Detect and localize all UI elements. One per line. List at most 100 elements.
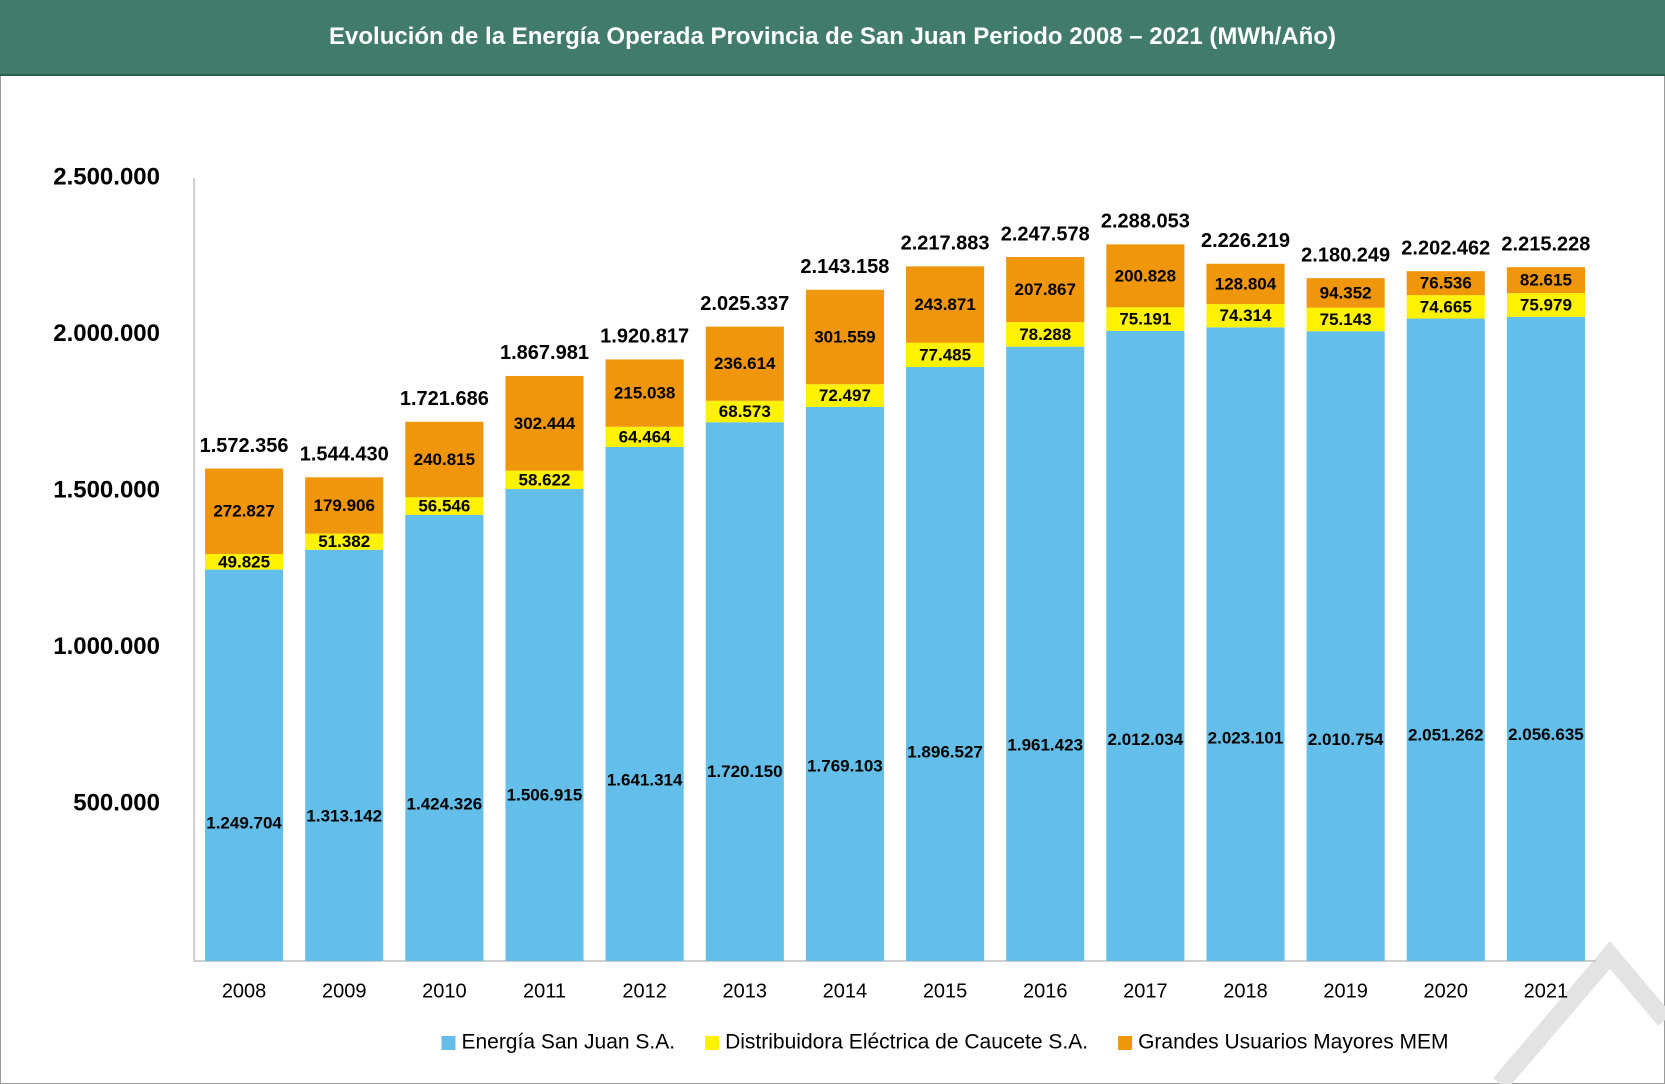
bar-segment xyxy=(1206,304,1285,328)
bar-segment xyxy=(1406,271,1485,296)
bar-segment xyxy=(1306,307,1385,332)
data-label: 76.536 xyxy=(1420,274,1472,293)
data-label: 58.622 xyxy=(519,470,571,489)
y-tick-label: 1.500.000 xyxy=(53,477,160,504)
legend-label: Energía San Juan S.A. xyxy=(461,1031,675,1054)
bar-segment xyxy=(405,421,484,498)
total-label: 1.544.430 xyxy=(300,444,389,466)
data-label: 1.313.142 xyxy=(306,807,382,826)
data-label: 272.827 xyxy=(213,502,274,521)
data-label: 240.815 xyxy=(414,450,475,469)
data-label: 128.804 xyxy=(1215,274,1277,293)
bar-segment xyxy=(1006,322,1085,347)
x-tick-label: 2015 xyxy=(923,980,968,1002)
x-tick-label: 2017 xyxy=(1123,980,1168,1002)
chart-title: Evolución de la Energía Operada Provinci… xyxy=(0,0,1665,76)
bar-segment xyxy=(405,497,484,515)
data-label: 207.867 xyxy=(1014,280,1075,299)
data-label: 51.382 xyxy=(318,532,370,551)
total-label: 2.288.053 xyxy=(1101,211,1190,233)
x-tick-label: 2012 xyxy=(622,980,667,1002)
x-tick-label: 2009 xyxy=(322,980,367,1002)
data-label: 2.056.635 xyxy=(1508,725,1584,744)
bar-segment xyxy=(705,400,784,423)
data-label: 2.010.754 xyxy=(1308,730,1384,749)
x-tick-label: 2014 xyxy=(823,980,868,1002)
data-label: 215.038 xyxy=(614,384,675,403)
data-label: 49.825 xyxy=(218,552,270,571)
data-label: 77.485 xyxy=(919,345,971,364)
data-label: 75.143 xyxy=(1320,310,1372,329)
bar-segment xyxy=(405,514,484,961)
data-label: 75.979 xyxy=(1520,295,1572,314)
data-label: 82.615 xyxy=(1520,271,1572,290)
bar-segment xyxy=(205,553,284,570)
bar-segment xyxy=(605,359,684,427)
bar-segment xyxy=(605,426,684,447)
data-label: 1.424.326 xyxy=(407,794,483,813)
x-tick-label: 2008 xyxy=(222,980,267,1002)
legend-swatch xyxy=(705,1036,720,1050)
data-label: 236.614 xyxy=(714,354,776,373)
total-label: 2.143.158 xyxy=(800,256,889,278)
bar-segment xyxy=(705,326,784,401)
y-tick-label: 2.000.000 xyxy=(53,320,160,347)
bar-segment xyxy=(1506,316,1585,961)
bar-segment xyxy=(1106,244,1185,308)
total-label: 2.025.337 xyxy=(700,293,789,315)
bar-segment xyxy=(1206,263,1285,305)
bar-segment xyxy=(505,375,584,471)
total-label: 2.215.228 xyxy=(1501,233,1590,255)
total-label: 2.217.883 xyxy=(901,233,990,255)
bar-segment xyxy=(1306,331,1385,962)
bar-segment xyxy=(205,569,284,961)
x-tick-label: 2010 xyxy=(422,980,467,1002)
data-label: 301.559 xyxy=(814,327,875,346)
y-tick-label: 500.000 xyxy=(73,790,160,817)
bar-segment xyxy=(305,549,384,961)
x-tick-label: 2020 xyxy=(1424,980,1469,1002)
total-label: 1.572.356 xyxy=(200,435,289,457)
bar-segment xyxy=(505,470,584,490)
bar-segment xyxy=(1306,278,1385,308)
x-tick-label: 2016 xyxy=(1023,980,1068,1002)
data-label: 94.352 xyxy=(1320,283,1372,302)
data-label: 64.464 xyxy=(619,427,672,446)
data-label: 1.720.150 xyxy=(707,762,783,781)
total-label: 1.920.817 xyxy=(600,326,689,348)
data-label: 75.191 xyxy=(1119,310,1171,329)
bar-segment xyxy=(906,266,985,343)
data-label: 1.961.423 xyxy=(1007,735,1083,754)
x-tick-label: 2018 xyxy=(1223,980,1268,1002)
data-label: 302.444 xyxy=(514,414,576,433)
data-label: 74.665 xyxy=(1420,297,1472,316)
bar-segment xyxy=(1406,318,1485,961)
legend-swatch xyxy=(441,1036,456,1050)
bar-segment xyxy=(805,406,884,961)
data-label: 1.769.103 xyxy=(807,757,883,776)
total-label: 1.721.686 xyxy=(400,388,489,410)
total-label: 2.202.462 xyxy=(1401,237,1490,259)
logo-decoration xyxy=(1493,941,1665,1084)
total-label: 2.247.578 xyxy=(1001,223,1090,245)
bar-segment xyxy=(605,446,684,962)
x-tick-label: 2011 xyxy=(523,980,566,1002)
legend-label: Grandes Usuarios Mayores MEM xyxy=(1138,1031,1448,1054)
data-label: 68.573 xyxy=(719,402,771,421)
bar-segment xyxy=(805,384,884,407)
bar-segment xyxy=(505,489,584,961)
bar-segment xyxy=(205,468,284,554)
bar-segment xyxy=(805,289,884,385)
data-label: 78.288 xyxy=(1019,325,1071,344)
data-label: 1.249.704 xyxy=(206,813,282,832)
data-label: 1.506.915 xyxy=(507,785,583,804)
total-label: 2.226.219 xyxy=(1201,230,1290,252)
legend-label: Distribuidora Eléctrica de Caucete S.A. xyxy=(725,1031,1088,1054)
data-label: 200.828 xyxy=(1115,266,1176,285)
y-tick-label: 1.000.000 xyxy=(53,633,160,660)
data-label: 74.314 xyxy=(1220,306,1273,325)
x-tick-label: 2013 xyxy=(723,980,768,1002)
data-label: 2.012.034 xyxy=(1108,730,1184,749)
total-label: 1.867.981 xyxy=(500,342,589,364)
